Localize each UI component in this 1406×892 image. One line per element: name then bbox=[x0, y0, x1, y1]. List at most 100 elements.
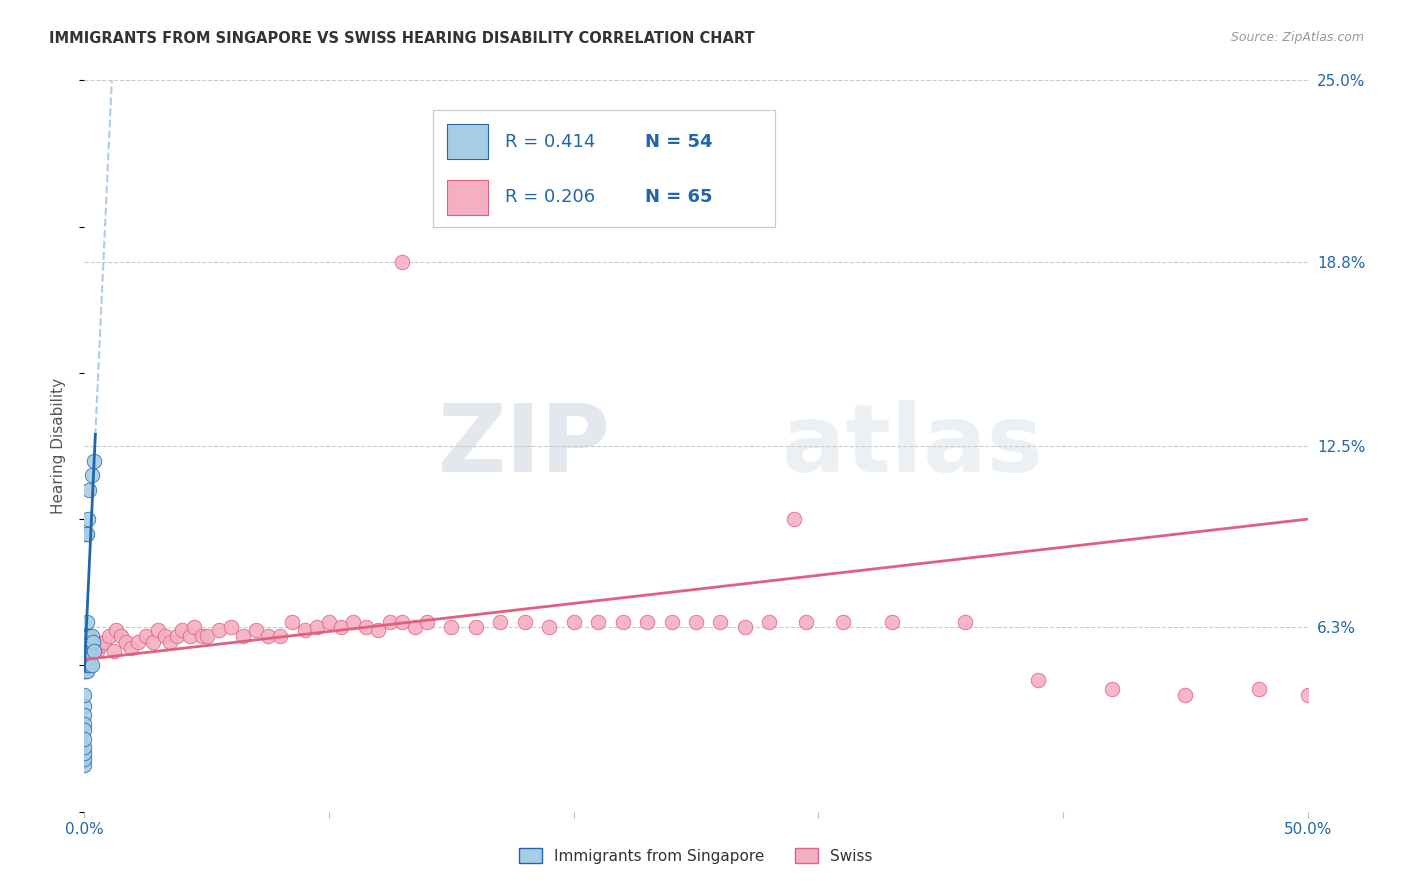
Text: ZIP: ZIP bbox=[437, 400, 610, 492]
Point bbox=[166, 629, 188, 643]
Point bbox=[103, 644, 125, 658]
Point bbox=[73, 708, 96, 723]
Point bbox=[208, 624, 231, 638]
Point bbox=[76, 665, 98, 679]
Point bbox=[318, 615, 340, 629]
Point bbox=[183, 620, 205, 634]
Point bbox=[73, 644, 96, 658]
Point bbox=[195, 629, 218, 643]
Point bbox=[153, 629, 176, 643]
Point bbox=[73, 658, 96, 673]
Point bbox=[80, 644, 103, 658]
Point bbox=[75, 526, 97, 541]
Point bbox=[73, 717, 96, 731]
Point bbox=[685, 615, 707, 629]
Point bbox=[73, 647, 96, 661]
Point bbox=[127, 635, 149, 649]
Point bbox=[80, 468, 103, 483]
Point bbox=[73, 658, 96, 673]
Point bbox=[636, 615, 658, 629]
Point bbox=[73, 656, 96, 670]
Point bbox=[82, 635, 104, 649]
Point bbox=[159, 635, 181, 649]
Point bbox=[953, 615, 976, 629]
Point bbox=[73, 699, 96, 714]
Point bbox=[342, 615, 364, 629]
Point bbox=[73, 638, 96, 652]
Point bbox=[440, 620, 463, 634]
Point bbox=[1296, 688, 1319, 702]
Point bbox=[1247, 681, 1270, 696]
Point bbox=[232, 629, 254, 643]
Point bbox=[73, 665, 96, 679]
Point bbox=[391, 615, 413, 629]
Point bbox=[831, 615, 853, 629]
Point bbox=[75, 665, 97, 679]
Point bbox=[75, 652, 97, 666]
Point bbox=[76, 629, 98, 643]
Point bbox=[1028, 673, 1050, 687]
Point bbox=[305, 620, 328, 634]
Point bbox=[219, 620, 242, 634]
Point bbox=[758, 615, 780, 629]
Point bbox=[73, 658, 96, 673]
Point bbox=[77, 629, 100, 643]
Point bbox=[269, 629, 291, 643]
Point bbox=[90, 638, 112, 652]
Point bbox=[709, 615, 731, 629]
Point bbox=[367, 624, 389, 638]
Point bbox=[79, 635, 101, 649]
Point bbox=[794, 615, 817, 629]
Point bbox=[783, 512, 806, 526]
Point bbox=[330, 620, 353, 634]
Point bbox=[404, 620, 426, 634]
Point bbox=[245, 624, 267, 638]
Point bbox=[73, 752, 96, 766]
Point bbox=[73, 652, 96, 666]
Point bbox=[76, 526, 98, 541]
Point bbox=[354, 620, 377, 634]
Point bbox=[73, 731, 96, 746]
Point bbox=[73, 647, 96, 661]
Point bbox=[73, 644, 96, 658]
Point bbox=[1174, 688, 1197, 702]
Point bbox=[489, 615, 512, 629]
Point bbox=[73, 746, 96, 760]
Point bbox=[513, 615, 536, 629]
Point bbox=[80, 658, 103, 673]
Point bbox=[73, 658, 96, 673]
Text: atlas: atlas bbox=[782, 400, 1043, 492]
Point bbox=[464, 620, 486, 634]
Point bbox=[77, 512, 100, 526]
Point bbox=[97, 629, 120, 643]
Text: Source: ZipAtlas.com: Source: ZipAtlas.com bbox=[1230, 31, 1364, 45]
Point bbox=[612, 615, 634, 629]
Point bbox=[880, 615, 903, 629]
Point bbox=[73, 649, 96, 664]
Point bbox=[77, 644, 100, 658]
Point bbox=[294, 624, 316, 638]
Point bbox=[1101, 681, 1123, 696]
Point bbox=[73, 758, 96, 772]
Legend: Immigrants from Singapore, Swiss: Immigrants from Singapore, Swiss bbox=[513, 842, 879, 870]
Point bbox=[83, 644, 105, 658]
Point bbox=[142, 635, 165, 649]
Point bbox=[73, 661, 96, 675]
Point bbox=[562, 615, 585, 629]
Point bbox=[257, 629, 280, 643]
Point bbox=[77, 658, 100, 673]
Point bbox=[120, 640, 142, 655]
Point bbox=[191, 629, 214, 643]
Point bbox=[146, 624, 169, 638]
Point bbox=[77, 644, 100, 658]
Point bbox=[76, 615, 98, 629]
Point bbox=[110, 629, 132, 643]
Point bbox=[380, 615, 402, 629]
Text: IMMIGRANTS FROM SINGAPORE VS SWISS HEARING DISABILITY CORRELATION CHART: IMMIGRANTS FROM SINGAPORE VS SWISS HEARI… bbox=[49, 31, 755, 46]
Point bbox=[734, 620, 756, 634]
Point bbox=[416, 615, 439, 629]
Point bbox=[179, 629, 201, 643]
Point bbox=[73, 640, 96, 655]
Point bbox=[115, 635, 138, 649]
Point bbox=[76, 644, 98, 658]
